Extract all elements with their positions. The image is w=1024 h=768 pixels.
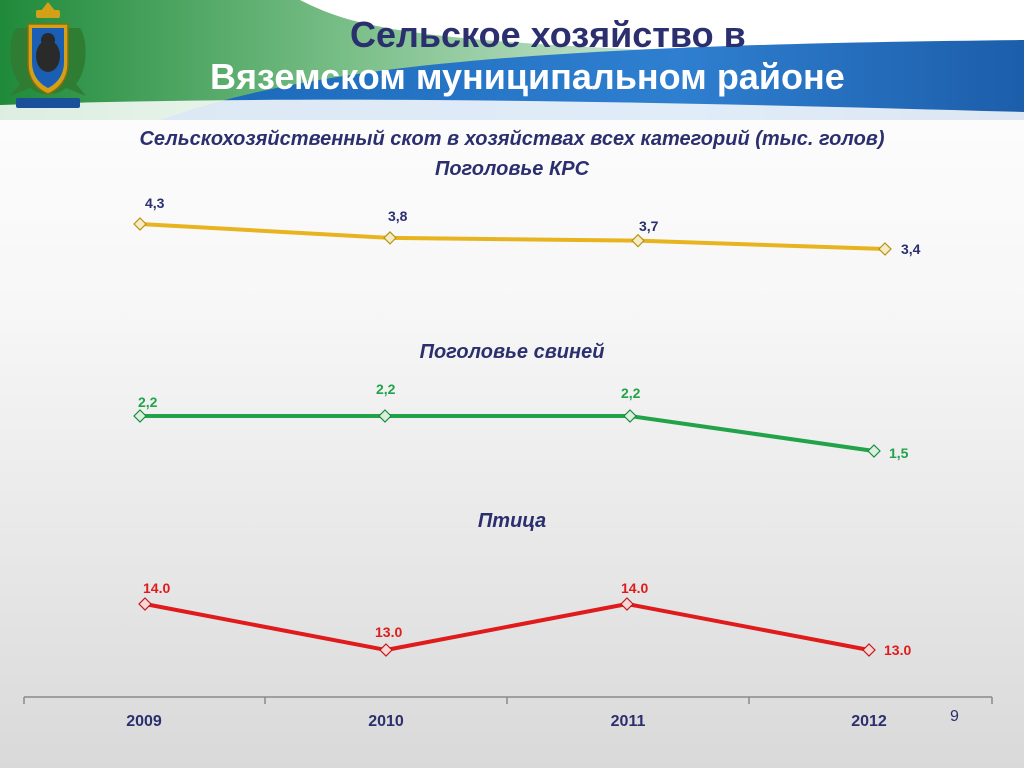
page-title-line-2: Вяземском муниципальном районе [210,56,845,97]
series-title-pigs: Поголовье свиней [420,341,605,363]
data-label-poultry-2012: 13.0 [884,642,911,658]
coat-of-arms-emblem [10,2,86,108]
header-banner: Сельское хозяйство в Вяземском муниципал… [0,0,1024,120]
data-point-pigs-2010 [378,409,392,423]
data-label-poultry-2011: 14.0 [621,580,648,596]
x-tick-label-2010: 2010 [368,713,404,730]
data-label-cattle-2010: 3,8 [388,208,408,224]
data-label-cattle-2011: 3,7 [639,218,659,234]
data-point-pigs-2012 [867,444,881,458]
data-point-poultry-2009 [138,597,152,611]
page-title-line-1: Сельское хозяйство в [350,14,746,55]
data-point-poultry-2012 [862,643,876,657]
data-label-pigs-2010: 2,2 [376,381,396,397]
data-point-cattle-2010 [383,231,397,245]
data-point-cattle-2009 [133,217,147,231]
data-point-cattle-2011 [631,233,645,248]
data-point-poultry-2011 [620,597,634,611]
x-tick-label-2012: 2012 [851,713,887,730]
page-number: 9 [950,708,959,725]
chart-title: Сельскохозяйственный скот в хозяйствах в… [139,128,885,150]
series-title-cattle: Поголовье КРС [434,158,590,180]
data-point-poultry-2010 [379,643,393,657]
data-label-pigs-2009: 2,2 [138,394,158,410]
data-label-pigs-2011: 2,2 [621,385,641,401]
data-point-pigs-2009 [133,409,147,423]
data-label-poultry-2010: 13.0 [375,624,402,640]
data-label-poultry-2009: 14.0 [143,580,170,596]
series-line-poultry [144,602,870,652]
data-point-cattle-2012 [878,242,892,256]
series-line-cattle [139,222,886,251]
data-point-pigs-2011 [623,409,637,423]
x-tick-label-2009: 2009 [126,713,162,730]
data-label-cattle-2009: 4,3 [145,195,165,211]
x-tick-label-2011: 2011 [611,713,646,730]
series-title-poultry: Птица [478,510,546,532]
series-line-pigs [140,414,875,453]
banner-background [0,0,1024,120]
data-label-cattle-2012: 3,4 [901,241,921,257]
data-label-pigs-2012: 1,5 [889,445,909,461]
